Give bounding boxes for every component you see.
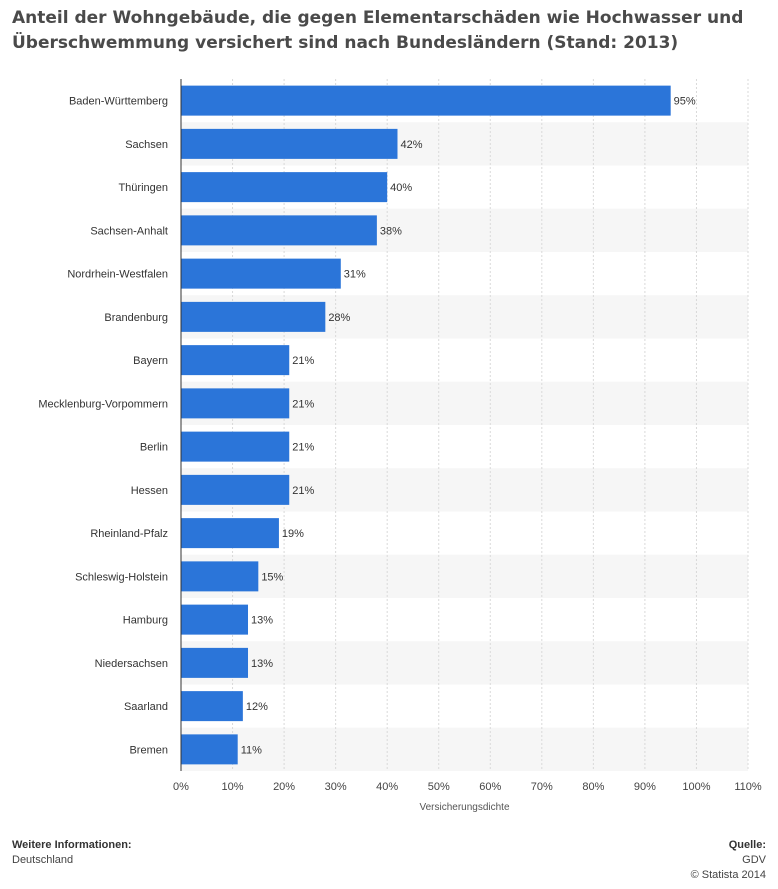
bar xyxy=(181,734,238,765)
category-label: Hessen xyxy=(131,485,168,497)
bar xyxy=(181,258,341,289)
bar xyxy=(181,691,243,722)
value-label: 40% xyxy=(390,182,412,194)
footer-info: Weitere Informationen: Deutschland xyxy=(12,838,132,868)
x-axis-label: Versicherungsdichte xyxy=(419,802,509,813)
value-label: 15% xyxy=(261,571,283,583)
category-label: Sachsen-Anhalt xyxy=(90,225,168,237)
footer-source: Quelle: GDV © Statista 2014 xyxy=(691,838,766,883)
row-stripe xyxy=(181,727,748,771)
bar xyxy=(181,388,290,419)
category-label: Bayern xyxy=(133,355,168,367)
info-heading: Weitere Informationen: xyxy=(12,839,132,851)
value-label: 11% xyxy=(241,744,262,756)
bar xyxy=(181,85,671,116)
bar xyxy=(181,604,249,635)
bar xyxy=(181,301,326,332)
category-label: Baden-Württemberg xyxy=(69,96,168,108)
chart-title: Anteil der Wohngebäude, die gegen Elemen… xyxy=(12,8,744,53)
value-label: 21% xyxy=(292,442,314,454)
x-tick-label: 110% xyxy=(734,781,762,793)
x-tick-label: 90% xyxy=(634,781,656,793)
category-label: Rheinland-Pfalz xyxy=(90,528,168,540)
category-label: Niedersachsen xyxy=(95,658,168,670)
source-heading: Quelle: xyxy=(728,839,766,851)
x-tick-label: 80% xyxy=(582,781,604,793)
info-text: Deutschland xyxy=(12,854,74,866)
x-tick-label: 20% xyxy=(273,781,295,793)
row-stripe xyxy=(181,554,748,598)
value-label: 38% xyxy=(380,225,402,237)
x-tick-label: 100% xyxy=(682,781,710,793)
bar-chart: Baden-Württemberg Sachsen Thüringen Sachsen… xyxy=(38,79,762,813)
copyright: © Statista 2014 xyxy=(690,869,766,881)
x-tick-labels: 0% 10% 20% 30% 40% 50% 60% 70% 80% 90% 100% 110% xyxy=(173,781,762,793)
bar xyxy=(181,172,388,203)
bar xyxy=(181,474,290,505)
bar xyxy=(181,345,290,376)
value-label: 31% xyxy=(344,269,366,281)
value-label: 13% xyxy=(251,615,273,627)
category-label: Thüringen xyxy=(118,182,168,194)
category-label: Sachsen xyxy=(125,139,168,151)
value-label: 95% xyxy=(674,96,696,108)
category-label: Schleswig-Holstein xyxy=(75,571,168,583)
value-label: 13% xyxy=(251,658,273,670)
x-tick-label: 10% xyxy=(222,781,244,793)
x-tick-label: 40% xyxy=(376,781,398,793)
category-label: Nordrhein-Westfalen xyxy=(67,269,168,281)
value-label: 21% xyxy=(292,485,314,497)
bar xyxy=(181,518,279,549)
x-tick-label: 70% xyxy=(531,781,553,793)
value-label: 19% xyxy=(282,528,304,540)
category-label: Hamburg xyxy=(123,615,168,627)
value-label: 12% xyxy=(246,701,268,713)
category-label: Bremen xyxy=(129,744,168,756)
value-labels: 95% 42% 40% 38% 31% 28% 21% 21% 21% 21% 19% 15% 13% 1… xyxy=(241,96,696,757)
bar xyxy=(181,215,377,246)
bars xyxy=(181,85,671,765)
source-text: GDV xyxy=(742,854,766,866)
gridlines xyxy=(232,79,749,771)
value-label: 21% xyxy=(292,355,314,367)
x-tick-label: 50% xyxy=(428,781,450,793)
x-tick-label: 60% xyxy=(479,781,501,793)
category-labels: Baden-Württemberg Sachsen Thüringen Sachsen… xyxy=(38,96,168,757)
row-stripe xyxy=(181,641,748,685)
bar xyxy=(181,647,249,678)
category-label: Saarland xyxy=(124,701,168,713)
x-tick-label: 30% xyxy=(325,781,347,793)
category-label: Mecklenburg-Vorpommern xyxy=(38,398,168,410)
category-label: Berlin xyxy=(140,442,168,454)
x-tick-label: 0% xyxy=(173,781,189,793)
value-label: 28% xyxy=(328,312,350,324)
bar xyxy=(181,431,290,462)
category-label: Brandenburg xyxy=(104,312,168,324)
bar xyxy=(181,561,259,592)
bar xyxy=(181,128,398,159)
value-label: 42% xyxy=(400,139,422,151)
value-label: 21% xyxy=(292,398,314,410)
